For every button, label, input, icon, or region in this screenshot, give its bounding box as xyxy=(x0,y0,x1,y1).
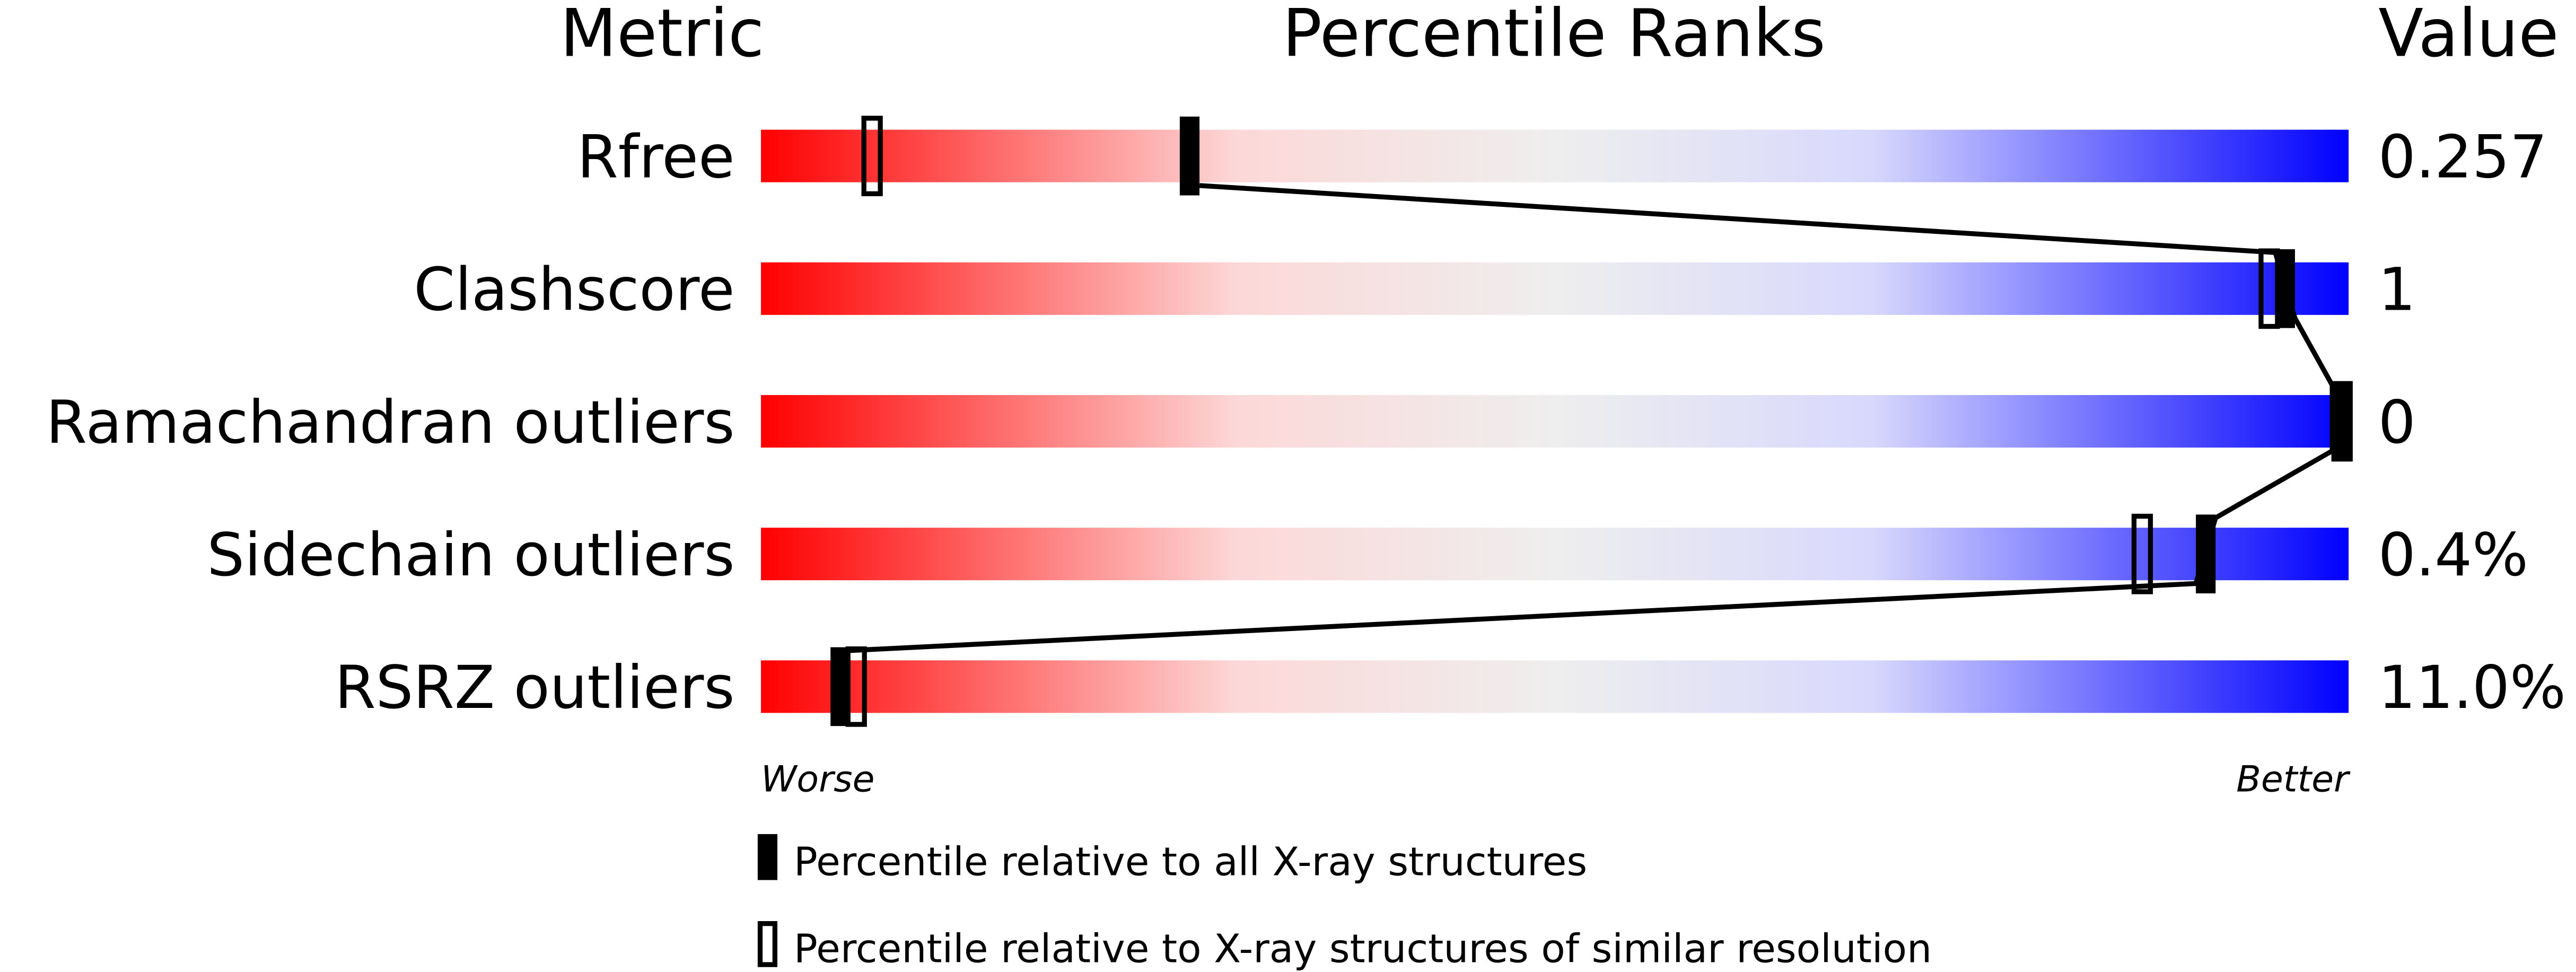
percentile-bar xyxy=(761,395,2349,448)
percentile-bar xyxy=(761,528,2349,581)
metric-value: 11.0% xyxy=(2378,654,2566,722)
legend-all: Percentile relative to all X-ray structu… xyxy=(794,838,1587,885)
metric-value: 0 xyxy=(2378,389,2416,457)
worse-label: Worse xyxy=(761,758,874,800)
metric-label: RSRZ outliers xyxy=(335,654,734,722)
percentile-bar xyxy=(761,129,2349,182)
metric-value: 0.4% xyxy=(2378,521,2528,590)
percentile-bar xyxy=(761,262,2349,315)
all-percentile-marker xyxy=(1179,116,1200,196)
metric-value: 0.257 xyxy=(2378,123,2547,191)
all-percentile-marker xyxy=(2332,382,2352,461)
metric-header: Metric xyxy=(560,0,764,72)
legend-filled-marker-icon xyxy=(757,834,778,880)
metric-value: 1 xyxy=(2378,256,2416,325)
all-percentile-marker xyxy=(830,647,851,726)
legend-similar: Percentile relative to X-ray structures … xyxy=(794,925,1932,971)
value-header: Value xyxy=(2378,0,2559,72)
metric-label: Rfree xyxy=(577,123,734,191)
percentile-header: Percentile Ranks xyxy=(1282,0,1825,72)
all-percentile-marker xyxy=(2196,514,2216,593)
metric-label: Clashscore xyxy=(414,256,734,325)
similar-percentile-marker xyxy=(2131,513,2153,594)
metric-label: Ramachandran outliers xyxy=(46,389,735,457)
percentile-bar xyxy=(761,660,2349,713)
legend-hollow-marker-icon xyxy=(757,921,778,967)
better-label: Better xyxy=(2236,758,2351,800)
metric-label: Sidechain outliers xyxy=(207,521,734,590)
similar-percentile-marker xyxy=(861,116,883,197)
all-percentile-marker xyxy=(2275,249,2295,328)
